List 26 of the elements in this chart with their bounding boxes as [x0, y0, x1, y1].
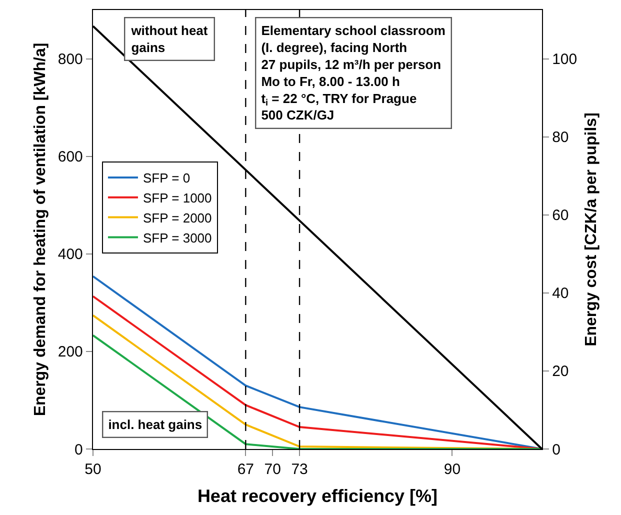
y2-tick-label: 100	[552, 51, 578, 68]
y-tick-label: 0	[74, 441, 83, 458]
y-axis-title: Energy demand for heating of ventilation [kWh/a]	[32, 42, 49, 416]
legend-label: SFP = 2000	[142, 210, 212, 226]
x-tick-label: 50	[84, 461, 102, 478]
annotation: incl. heat gains	[108, 417, 202, 432]
y2-axis-title: Energy cost [CZK/a per pupils]	[582, 112, 600, 346]
x-tick-label: 90	[444, 461, 461, 478]
y-tick-label: 400	[58, 246, 83, 264]
y2-tick-label: 40	[552, 285, 569, 302]
legend-label: SFP = 3000	[142, 230, 212, 246]
y2-tick-label: 60	[552, 207, 569, 224]
x-axis-title: Heat recovery efficiency [%]	[197, 486, 438, 506]
legend-label: SFP = 1000	[142, 190, 212, 206]
x-tick-label: 67	[237, 461, 254, 478]
legend-label: SFP = 0	[142, 170, 190, 186]
y2-tick-label: 80	[552, 129, 569, 146]
y2-tick-label: 0	[552, 441, 560, 458]
x-tick-label: 73	[291, 461, 308, 478]
y2-tick-label: 20	[552, 363, 569, 380]
y-tick-label: 600	[58, 148, 83, 166]
y-tick-label: 200	[58, 344, 83, 361]
y-tick-label: 800	[58, 51, 83, 68]
x-tick-label: 70	[264, 461, 281, 478]
annotation: Elementary school classroom (I. degree), facing North 27 pupils, 12 m³/h per person Mo to Fr, 8.00 - 13.00 h t$_{i}$ = 22 °C, TRY for Prague 500 CZK/GJ	[261, 23, 446, 123]
annotation: without heat gains	[130, 23, 208, 56]
